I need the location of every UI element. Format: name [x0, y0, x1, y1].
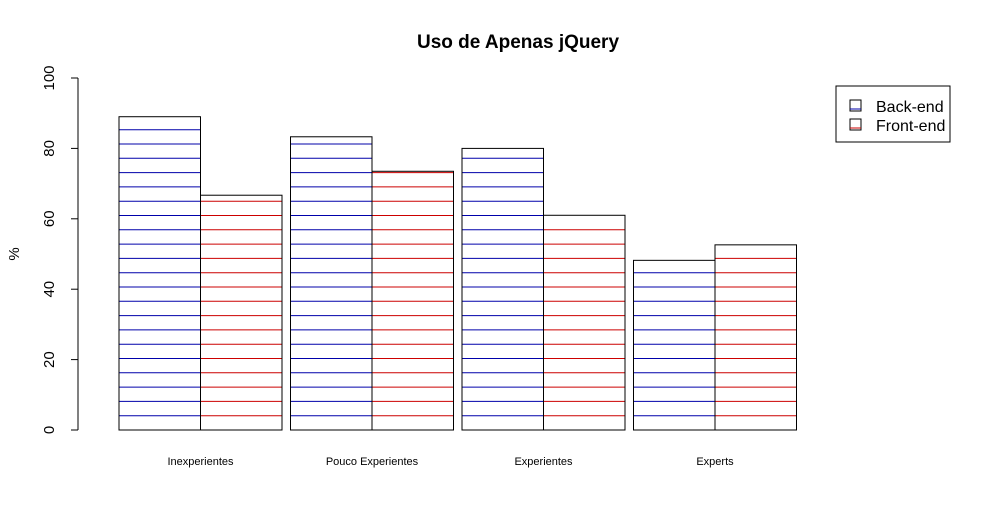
bar-outline	[461, 147, 544, 431]
chart-title: Uso de Apenas jQuery	[417, 32, 619, 53]
bar	[371, 170, 454, 431]
y-tick-label: 80	[41, 140, 58, 157]
category-label: Inexperientes	[167, 456, 234, 468]
y-tick-label: 40	[41, 281, 58, 298]
bar	[543, 214, 626, 431]
y-axis-label: %	[6, 247, 23, 260]
bar-outline	[200, 194, 283, 431]
y-tick-label: 0	[41, 426, 58, 434]
category-labels: Inexperientes Pouco Experientes Experiente…	[167, 456, 734, 468]
bar-outline	[371, 170, 454, 431]
bar-outline	[290, 136, 373, 431]
bar-outline	[633, 259, 716, 431]
bar-outline	[118, 116, 201, 431]
bar	[290, 136, 373, 431]
bar	[461, 147, 544, 431]
y-tick-label: 100	[41, 65, 58, 90]
y-tick-label: 20	[41, 351, 58, 368]
bar-outline	[543, 214, 626, 431]
category-label: Experts	[696, 456, 734, 468]
legend-swatch	[849, 99, 862, 112]
legend-label: Front-end	[876, 118, 945, 135]
legend: Back-end Front-end	[835, 85, 951, 143]
legend-swatch-box	[849, 99, 862, 112]
category-label: Pouco Experientes	[326, 456, 419, 468]
y-axis: 0 20 40 60 80 100	[41, 65, 79, 434]
legend-label: Back-end	[876, 99, 944, 116]
legend-swatch	[849, 118, 862, 131]
y-tick-label: 60	[41, 210, 58, 227]
bar	[633, 259, 716, 431]
bar-outline	[714, 244, 797, 431]
bar	[200, 194, 283, 431]
category-label: Experientes	[514, 456, 573, 468]
bar	[714, 244, 797, 431]
bars-group	[118, 116, 797, 431]
legend-swatch-box	[849, 118, 862, 131]
bar	[118, 116, 201, 431]
legend-box	[835, 85, 951, 143]
